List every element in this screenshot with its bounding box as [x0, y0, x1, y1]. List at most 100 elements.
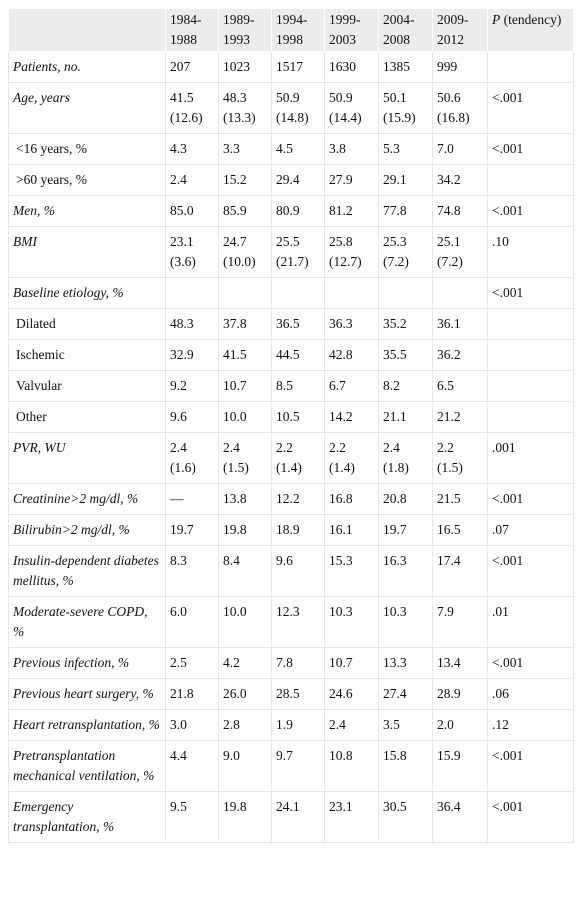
cell: <.001 — [487, 195, 574, 227]
cell: 9.0 — [218, 740, 272, 792]
cell: .001 — [487, 432, 574, 484]
cell: 50.1 (15.9) — [378, 82, 433, 134]
cell: 25.5 (21.7) — [271, 226, 325, 278]
cell: 1630 — [324, 51, 379, 83]
table-row: Previous heart surgery, % 21.8 26.0 28.5 24.… — [8, 678, 574, 710]
cell: <.001 — [487, 647, 574, 679]
table-row: Men, % 85.0 85.9 80.9 81.2 77.8 74.8 <.001 — [8, 195, 574, 227]
cell: 15.8 — [378, 740, 433, 792]
row-label: Men, % — [8, 195, 166, 227]
row-label: Emergency transplantation, % — [8, 791, 166, 843]
cell: 21.5 — [432, 483, 488, 515]
cell: 8.3 — [165, 545, 219, 597]
cell — [324, 277, 379, 309]
cell: 13.4 — [432, 647, 488, 679]
cell: 85.0 — [165, 195, 219, 227]
header-cell: 1989-1993 — [218, 8, 272, 52]
cell: 16.1 — [324, 514, 379, 546]
cell: 4.4 — [165, 740, 219, 792]
cell: 3.8 — [324, 133, 379, 165]
cell: 8.2 — [378, 370, 433, 402]
cell: 10.7 — [324, 647, 379, 679]
cell: 48.3 — [165, 308, 219, 340]
cell — [378, 277, 433, 309]
cell: 44.5 — [271, 339, 325, 371]
cell: 85.9 — [218, 195, 272, 227]
row-label: Age, years — [8, 82, 166, 134]
row-label: Previous infection, % — [8, 647, 166, 679]
cell: <.001 — [487, 82, 574, 134]
cell: 1517 — [271, 51, 325, 83]
cell: <.001 — [487, 791, 574, 843]
row-label: Valvular — [8, 370, 166, 402]
cell: <.001 — [487, 483, 574, 515]
row-label: >60 years, % — [8, 164, 166, 196]
cell: 2.4 — [165, 164, 219, 196]
cell: 19.8 — [218, 791, 272, 843]
cell: 9.7 — [271, 740, 325, 792]
cell: 42.8 — [324, 339, 379, 371]
table-row: Insulin-dependent diabetes mellitus, % 8.… — [8, 545, 574, 597]
cell: 10.5 — [271, 401, 325, 433]
cell: 16.3 — [378, 545, 433, 597]
cell: 4.2 — [218, 647, 272, 679]
header-cell: 2009-2012 — [432, 8, 488, 52]
cell: 41.5 — [218, 339, 272, 371]
cell: 25.3 (7.2) — [378, 226, 433, 278]
cell: <.001 — [487, 277, 574, 309]
cell: 2.4 (1.8) — [378, 432, 433, 484]
header-cell: 1994-1998 — [271, 8, 325, 52]
table-row: Pretransplantation mechanical ventilatio… — [8, 740, 574, 792]
cell: 4.3 — [165, 133, 219, 165]
table-row: Previous infection, % 2.5 4.2 7.8 10.7 13.3 13… — [8, 647, 574, 679]
table-row: <16 years, % 4.3 3.3 4.5 3.8 5.3 7.0 <.001 — [8, 133, 574, 165]
cell: 50.9 (14.8) — [271, 82, 325, 134]
cell: 36.3 — [324, 308, 379, 340]
cell — [487, 370, 574, 402]
cell: 1.9 — [271, 709, 325, 741]
cell — [432, 277, 488, 309]
table-row: Emergency transplantation, % 9.5 19.8 24.1 2… — [8, 791, 574, 843]
cell: 24.7 (10.0) — [218, 226, 272, 278]
cell: 23.1 — [324, 791, 379, 843]
cell: .12 — [487, 709, 574, 741]
cell: 21.1 — [378, 401, 433, 433]
cell: 14.2 — [324, 401, 379, 433]
cell: 21.2 — [432, 401, 488, 433]
cell: 6.7 — [324, 370, 379, 402]
row-label: Insulin-dependent diabetes mellitus, % — [8, 545, 166, 597]
header-cell: 2004-2008 — [378, 8, 433, 52]
cell: 19.7 — [378, 514, 433, 546]
cell: 5.3 — [378, 133, 433, 165]
cell: 3.3 — [218, 133, 272, 165]
table-row: Moderate-severe COPD, % 6.0 10.0 12.3 10.3 10… — [8, 596, 574, 648]
table-row: Patients, no. 207 1023 1517 1630 1385 999 — [8, 51, 574, 83]
cell — [487, 401, 574, 433]
cell: 34.2 — [432, 164, 488, 196]
cell: 2.2 (1.5) — [432, 432, 488, 484]
cell: 10.3 — [324, 596, 379, 648]
cell — [271, 277, 325, 309]
cell: 2.0 — [432, 709, 488, 741]
cell: 21.8 — [165, 678, 219, 710]
cell: 9.6 — [271, 545, 325, 597]
p-symbol: P — [492, 12, 501, 27]
table-row: PVR, WU 2.4 (1.6) 2.4 (1.5) 2.2 (1.4) 2.2 (1… — [8, 432, 574, 484]
cell: .06 — [487, 678, 574, 710]
cell: 2.5 — [165, 647, 219, 679]
row-label: Baseline etiology, % — [8, 277, 166, 309]
cell: 13.8 — [218, 483, 272, 515]
cell: 12.2 — [271, 483, 325, 515]
row-label: Bilirubin>2 mg/dl, % — [8, 514, 166, 546]
cell: 74.8 — [432, 195, 488, 227]
cell: 23.1 (3.6) — [165, 226, 219, 278]
cell: 207 — [165, 51, 219, 83]
cell: 18.9 — [271, 514, 325, 546]
row-label: BMI — [8, 226, 166, 278]
cell: 37.8 — [218, 308, 272, 340]
cell: .01 — [487, 596, 574, 648]
cell: 35.2 — [378, 308, 433, 340]
row-label: Patients, no. — [8, 51, 166, 83]
table-row: Ischemic 32.9 41.5 44.5 42.8 35.5 36.2 — [8, 339, 574, 371]
cell: 10.0 — [218, 401, 272, 433]
